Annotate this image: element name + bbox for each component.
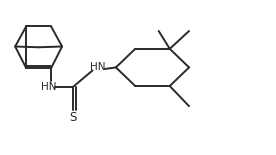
Text: HN: HN xyxy=(90,62,106,72)
Text: S: S xyxy=(70,111,77,124)
Text: HN: HN xyxy=(41,82,56,92)
